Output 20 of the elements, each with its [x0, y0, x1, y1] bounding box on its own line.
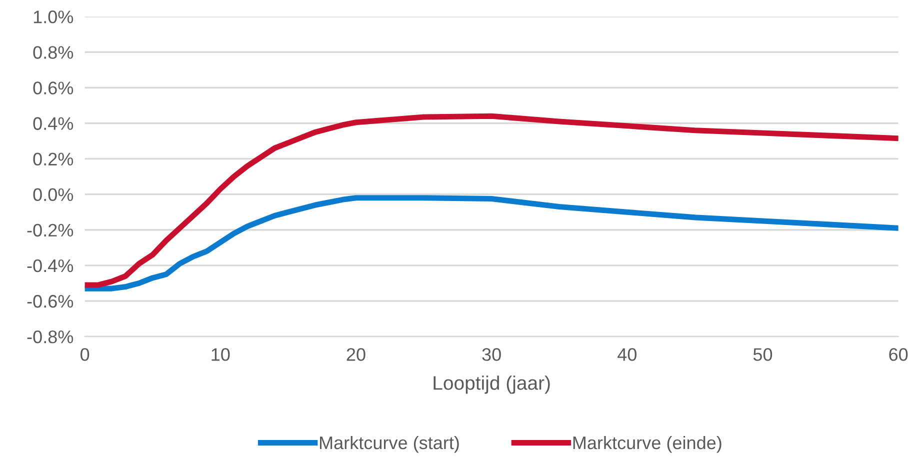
x-tick-label: 20 — [346, 348, 366, 361]
y-tick-label: 0.2% — [33, 152, 74, 166]
x-tick-label: 60 — [889, 348, 908, 361]
x-tick-label: 50 — [753, 348, 772, 361]
y-tick-label: 0.8% — [33, 46, 74, 59]
y-tick-label: 0.4% — [33, 117, 74, 130]
y-tick-label: 1.0% — [34, 10, 74, 24]
y-tick-label: -0.2% — [27, 224, 74, 237]
x-tick-label: 40 — [618, 348, 636, 361]
y-tick-label: 0.6% — [33, 82, 74, 94]
x-tick-label: 0 — [80, 348, 90, 361]
x-tick-label: 10 — [212, 348, 230, 361]
x-axis-title: Looptijd (jaar) — [434, 376, 550, 394]
y-tick-label: -0.8% — [27, 330, 74, 344]
y-tick-label: 0.0% — [33, 188, 74, 202]
y-tick-label: -0.6% — [27, 294, 74, 308]
y-tick-label: -0.4% — [27, 259, 74, 272]
legend-label: Marktcurve (einde) — [573, 436, 722, 453]
x-tick-label: 30 — [482, 348, 501, 361]
legend-label: Marktcurve (start) — [320, 436, 459, 453]
